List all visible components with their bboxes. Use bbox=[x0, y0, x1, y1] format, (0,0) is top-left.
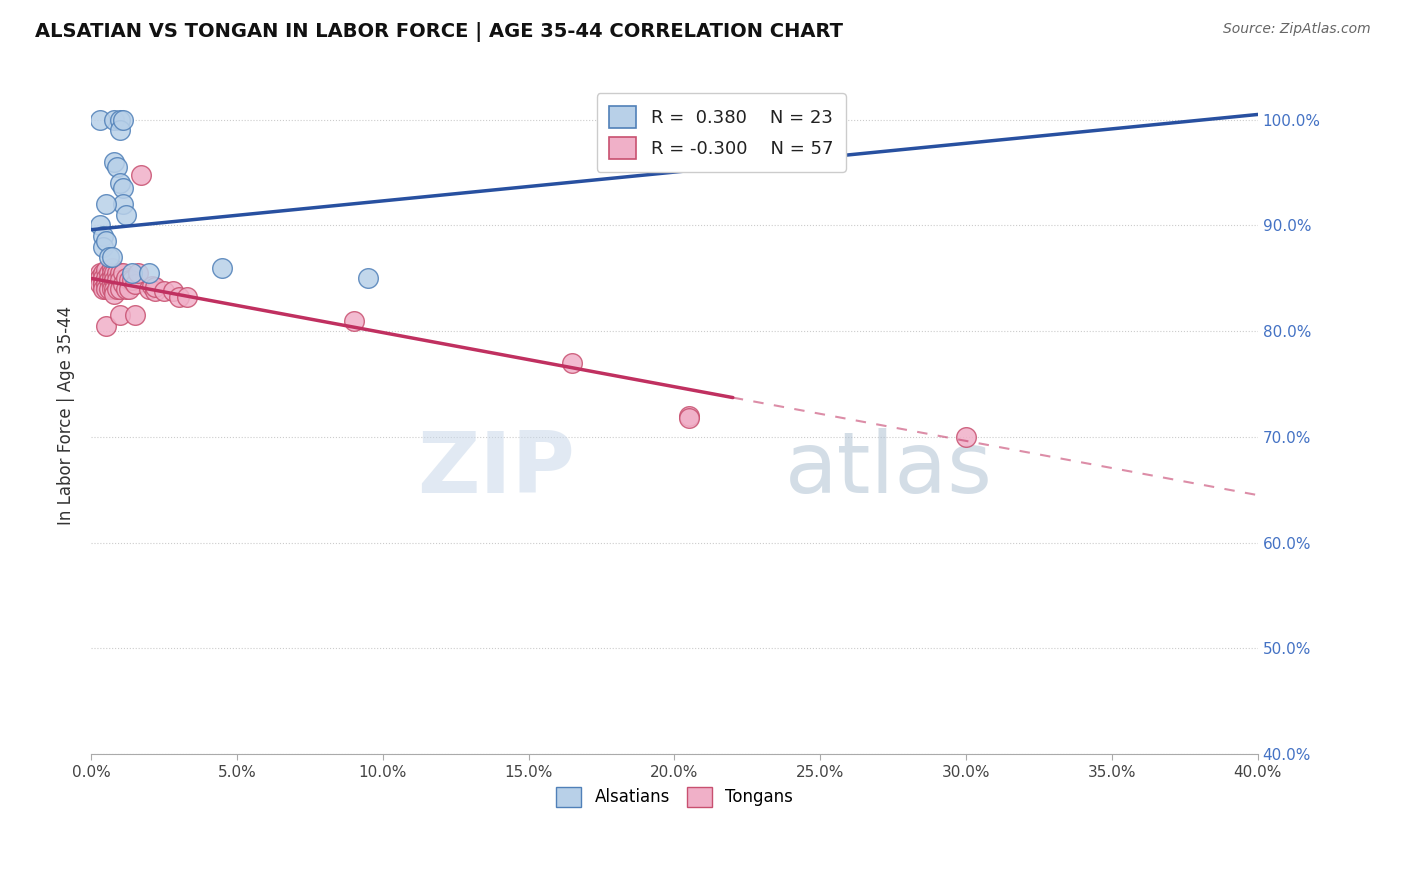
Point bbox=[89, 266, 111, 280]
Point bbox=[112, 181, 135, 195]
Text: Source: ZipAtlas.com: Source: ZipAtlas.com bbox=[1223, 22, 1371, 37]
Point bbox=[112, 277, 135, 291]
Point bbox=[91, 282, 114, 296]
Point bbox=[89, 112, 111, 127]
Point bbox=[103, 112, 125, 127]
Point bbox=[124, 309, 146, 323]
Legend: Alsatians, Tongans: Alsatians, Tongans bbox=[550, 780, 800, 814]
Point bbox=[91, 229, 114, 244]
Point bbox=[91, 271, 114, 285]
Point bbox=[211, 260, 233, 275]
Point bbox=[94, 318, 117, 333]
Point bbox=[94, 277, 117, 291]
Point bbox=[100, 271, 122, 285]
Point bbox=[91, 277, 114, 291]
Point bbox=[110, 282, 132, 296]
Point bbox=[112, 266, 135, 280]
Point bbox=[103, 155, 125, 169]
Point bbox=[94, 197, 117, 211]
Point bbox=[89, 219, 111, 233]
Point bbox=[112, 112, 135, 127]
Text: atlas: atlas bbox=[786, 428, 993, 511]
Point bbox=[176, 290, 198, 304]
Point bbox=[97, 266, 120, 280]
Point bbox=[89, 271, 111, 285]
Text: ZIP: ZIP bbox=[418, 428, 575, 511]
Point bbox=[141, 278, 163, 293]
Y-axis label: In Labor Force | Age 35-44: In Labor Force | Age 35-44 bbox=[58, 306, 75, 525]
Point bbox=[121, 266, 143, 280]
Point bbox=[138, 282, 160, 296]
Point bbox=[115, 271, 138, 285]
Point bbox=[100, 250, 122, 264]
Point bbox=[100, 266, 122, 280]
Point bbox=[129, 168, 152, 182]
Point bbox=[115, 282, 138, 296]
Point bbox=[162, 284, 184, 298]
Point bbox=[91, 266, 114, 280]
Point bbox=[97, 282, 120, 296]
Point bbox=[100, 282, 122, 296]
Point bbox=[138, 266, 160, 280]
Point bbox=[107, 161, 129, 175]
Point bbox=[167, 290, 190, 304]
Point bbox=[115, 208, 138, 222]
Point bbox=[153, 284, 176, 298]
Point bbox=[100, 277, 122, 291]
Point bbox=[127, 266, 149, 280]
Point bbox=[124, 277, 146, 291]
Point bbox=[103, 287, 125, 301]
Point bbox=[678, 409, 700, 423]
Point bbox=[118, 273, 141, 287]
Point bbox=[97, 250, 120, 264]
Point bbox=[121, 273, 143, 287]
Point bbox=[110, 309, 132, 323]
Point bbox=[343, 313, 366, 327]
Point bbox=[107, 273, 129, 287]
Point bbox=[91, 277, 114, 291]
Point bbox=[103, 282, 125, 296]
Point bbox=[100, 260, 122, 275]
Point bbox=[110, 273, 132, 287]
Point bbox=[143, 284, 166, 298]
Point bbox=[955, 430, 977, 444]
Point bbox=[89, 271, 111, 285]
Point bbox=[107, 282, 129, 296]
Point bbox=[118, 282, 141, 296]
Point bbox=[97, 273, 120, 287]
Text: ALSATIAN VS TONGAN IN LABOR FORCE | AGE 35-44 CORRELATION CHART: ALSATIAN VS TONGAN IN LABOR FORCE | AGE … bbox=[35, 22, 844, 42]
Point bbox=[91, 239, 114, 253]
Point bbox=[678, 411, 700, 425]
Point bbox=[94, 282, 117, 296]
Point bbox=[107, 266, 129, 280]
Point bbox=[357, 271, 380, 285]
Point bbox=[112, 197, 135, 211]
Point bbox=[89, 277, 111, 291]
Point bbox=[94, 263, 117, 277]
Point bbox=[103, 266, 125, 280]
Point bbox=[110, 112, 132, 127]
Point bbox=[103, 273, 125, 287]
Point bbox=[561, 356, 583, 370]
Point bbox=[110, 123, 132, 137]
Point bbox=[94, 271, 117, 285]
Point bbox=[143, 280, 166, 294]
Point bbox=[110, 266, 132, 280]
Point bbox=[110, 176, 132, 190]
Point bbox=[94, 235, 117, 249]
